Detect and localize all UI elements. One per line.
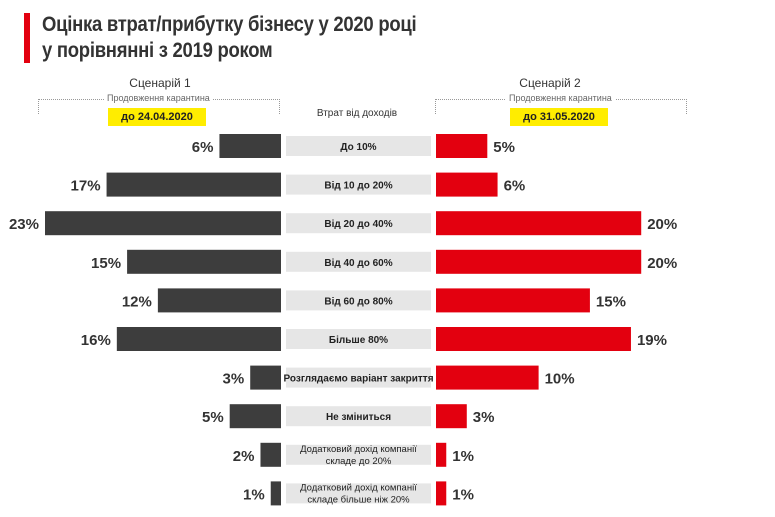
center-column-header: Втрат від доходів [316, 108, 398, 119]
category-band [286, 406, 431, 427]
category-band [286, 213, 431, 234]
scenario-2-bar [436, 134, 488, 158]
scenario-1-bar [127, 249, 281, 274]
scenario-2-bar [436, 327, 631, 351]
scenario-2-value-label: 1% [452, 448, 474, 465]
scenario-1-bar [260, 442, 281, 467]
category-band [286, 367, 431, 388]
scenario-1-value-label: 16% [81, 332, 111, 349]
scenario-2-value-label: 6% [504, 178, 526, 195]
chart-title-line-1: Оцінка втрат/прибутку бізнесу у 2020 роц… [42, 13, 417, 36]
scenario-2-bar [436, 288, 590, 313]
scenario-1-bar [116, 327, 282, 351]
category-label: Розглядаємо варіант закриття [283, 374, 433, 385]
scenario-1-value-label: 5% [202, 409, 224, 426]
scenario-1-title: Сценарій 1 [129, 76, 191, 90]
scenario-2-value-label: 10% [545, 371, 575, 388]
scenario-1-date-badge: до 24.04.2020 [108, 108, 206, 126]
scenario-1-bar [157, 288, 281, 313]
scenario-1-bar [106, 172, 281, 197]
scenario-1-bar [270, 481, 281, 506]
scenario-2-value-label: 15% [596, 293, 626, 310]
scenario-1-value-label: 15% [91, 255, 121, 272]
scenario-2-subtitle: Продовження карантина [506, 93, 615, 103]
category-label: Не зміниться [326, 412, 391, 423]
category-label: Від 20 до 40% [324, 219, 392, 230]
category-label: Від 40 до 60% [324, 258, 392, 269]
chart-title-line-2: у порівнянні з 2019 роком [42, 39, 273, 62]
category-band [286, 290, 431, 311]
scenario-1-value-label: 23% [9, 216, 39, 233]
scenario-2-bar [436, 211, 642, 236]
category-label: До 10% [340, 142, 376, 153]
category-band [286, 251, 431, 272]
category-band [286, 329, 431, 349]
category-label: складе більше ніж 20% [307, 494, 410, 505]
scenario-1-bar [45, 211, 281, 236]
category-label: Більше 80% [329, 335, 388, 346]
scenario-2-bar [436, 172, 498, 197]
category-band [286, 483, 431, 504]
scenario-2-bar [436, 481, 447, 506]
scenario-1-value-label: 12% [122, 293, 152, 310]
scenario-1-value-label: 2% [233, 448, 255, 465]
category-band [286, 174, 431, 195]
scenario-1-value-label: 1% [243, 486, 265, 503]
scenario-1-bar [219, 134, 281, 158]
category-label: Додатковий дохід компанії [300, 482, 417, 493]
scenario-1-value-label: 6% [192, 139, 214, 156]
scenario-1-bar [229, 404, 281, 429]
category-band [286, 136, 431, 156]
title-accent-bar [24, 13, 30, 63]
scenario-1-bar [250, 365, 281, 390]
category-label: Від 60 до 80% [324, 296, 392, 307]
category-label: Додатковий дохід компанії [300, 444, 417, 455]
category-band [286, 444, 431, 465]
scenario-2-date-badge: до 31.05.2020 [510, 108, 608, 126]
scenario-2-value-label: 20% [647, 255, 677, 272]
scenario-1-subtitle: Продовження карантина [104, 93, 213, 103]
chart-title: Оцінка втрат/прибутку бізнесу у 2020 роц… [42, 12, 447, 64]
scenario-2-value-label: 3% [473, 409, 495, 426]
scenario-2-value-label: 19% [637, 332, 667, 349]
category-label: складе до 20% [326, 456, 392, 467]
scenario-1-value-label: 3% [223, 371, 245, 388]
scenario-2-value-label: 1% [452, 486, 474, 503]
scenario-2-bar [436, 404, 467, 429]
scenario-1-value-label: 17% [71, 178, 101, 195]
scenario-2-value-label: 20% [647, 216, 677, 233]
scenario-2-bar [436, 365, 539, 390]
scenario-2-bar [436, 249, 642, 274]
category-label: Від 10 до 20% [324, 181, 392, 192]
scenario-2-title: Сценарій 2 [519, 76, 581, 90]
scenario-2-bar [436, 442, 447, 467]
scenario-2-value-label: 5% [493, 139, 515, 156]
